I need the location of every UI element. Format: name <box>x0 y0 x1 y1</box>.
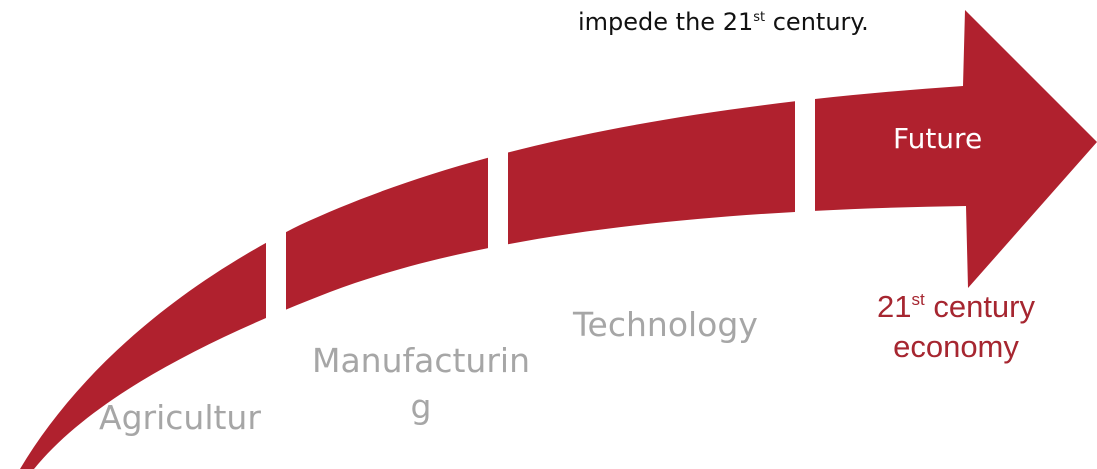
caption-text-superscript: st <box>753 10 766 25</box>
caption-text: impede the 21st century. <box>578 8 869 36</box>
economy-label-number: 21 <box>877 289 912 324</box>
economy-label: 21st century economy <box>856 280 1056 367</box>
stage-label-technology: Technology <box>573 305 758 344</box>
caption-text-start: impede the 21 <box>578 8 754 36</box>
caption-text-end: century. <box>765 8 869 36</box>
economy-label-text: century economy <box>893 289 1035 364</box>
arrow-segment-technology <box>508 101 795 245</box>
arrow-segment-agriculture <box>20 242 266 469</box>
stage-label-future: Future <box>893 122 983 155</box>
stage-label-agriculture: Agricultur <box>99 398 261 437</box>
arrow-segment-future <box>815 10 1097 288</box>
arrow-segment-manufacturing <box>286 157 488 310</box>
economy-label-superscript: st <box>911 290 925 309</box>
stage-label-manufacturing: Manufacturin g <box>311 341 530 426</box>
